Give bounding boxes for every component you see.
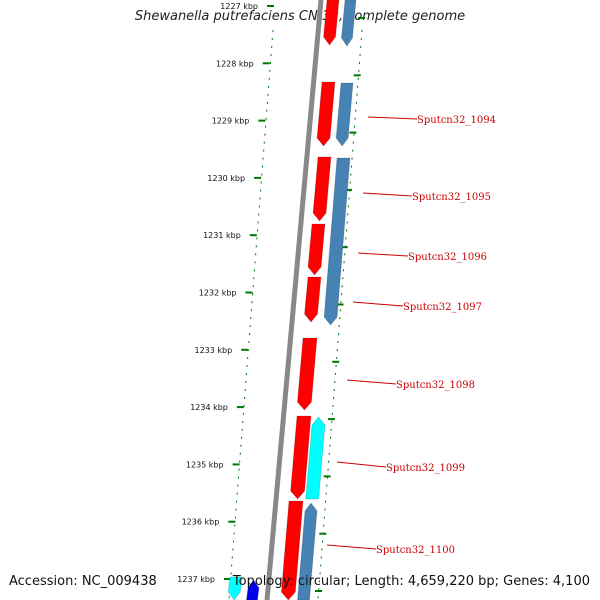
gene-arrow: [307, 223, 326, 276]
topology-text: Topology: circular; Length: 4,659,220 bp…: [232, 574, 590, 589]
kbp-label: 1228 kbp: [216, 59, 254, 68]
gene-leader-line: [352, 301, 404, 307]
genome-backbone: [264, 0, 324, 600]
gene-arrow: [316, 81, 336, 147]
kbp-label: 1235 kbp: [186, 460, 224, 469]
gene-arrow: [340, 0, 357, 47]
gene-arrow: [296, 337, 318, 411]
gene-arrow: [227, 576, 243, 600]
kbp-label: 1227 kbp: [220, 2, 258, 11]
gene-leader-line: [367, 116, 418, 120]
gene-arrow: [305, 416, 326, 500]
gene-leader-line: [357, 252, 409, 257]
gene-arrow: [280, 500, 304, 600]
gene-label[interactable]: Sputcn32_1100: [376, 545, 455, 556]
gene-arrow: [312, 156, 332, 222]
tick-track-left: [228, 29, 274, 600]
gene-leader-line: [336, 461, 387, 468]
gene-arrow: [323, 0, 340, 46]
gene-label[interactable]: Sputcn32_1095: [412, 192, 491, 203]
gene-arrow: [335, 82, 354, 147]
gene-label[interactable]: Sputcn32_1094: [417, 115, 496, 126]
map-title: Shewanella putrefaciens CN-32, complete …: [134, 9, 466, 24]
accession-text: Accession: NC_009438: [9, 574, 157, 589]
kbp-label: 1234 kbp: [190, 403, 228, 412]
kbp-label: 1231 kbp: [203, 231, 241, 240]
kbp-label: 1229 kbp: [212, 117, 250, 126]
gene-label[interactable]: Sputcn32_1098: [396, 380, 475, 391]
gene-leader-line: [346, 379, 397, 385]
gene-label[interactable]: Sputcn32_1096: [408, 252, 487, 263]
kbp-ruler: 1227 kbp 1228 kbp 1229 kbp 1230 kbp 1231 kbp…: [177, 2, 365, 592]
kbp-label: 1230 kbp: [207, 174, 245, 183]
gene-label[interactable]: Sputcn32_1099: [386, 463, 465, 474]
gene-arrow: [304, 276, 322, 323]
kbp-label: 1233 kbp: [194, 346, 232, 355]
kbp-label: 1232 kbp: [199, 289, 237, 298]
gene-leader-line: [326, 544, 377, 550]
gene-track: [227, 0, 357, 600]
kbp-label: 1237 kbp: [177, 575, 215, 584]
gene-arrow: [290, 415, 312, 500]
gene-labels: Sputcn32_1094 Sputcn32_1095 Sputcn32_1096 S…: [326, 115, 496, 556]
gene-arrow: [323, 157, 351, 326]
gene-label[interactable]: Sputcn32_1097: [403, 302, 482, 313]
gene-leader-line: [362, 192, 413, 197]
kbp-label: 1236 kbp: [182, 518, 220, 527]
gene-arrow: [245, 579, 260, 600]
gene-arrow: [297, 502, 318, 600]
